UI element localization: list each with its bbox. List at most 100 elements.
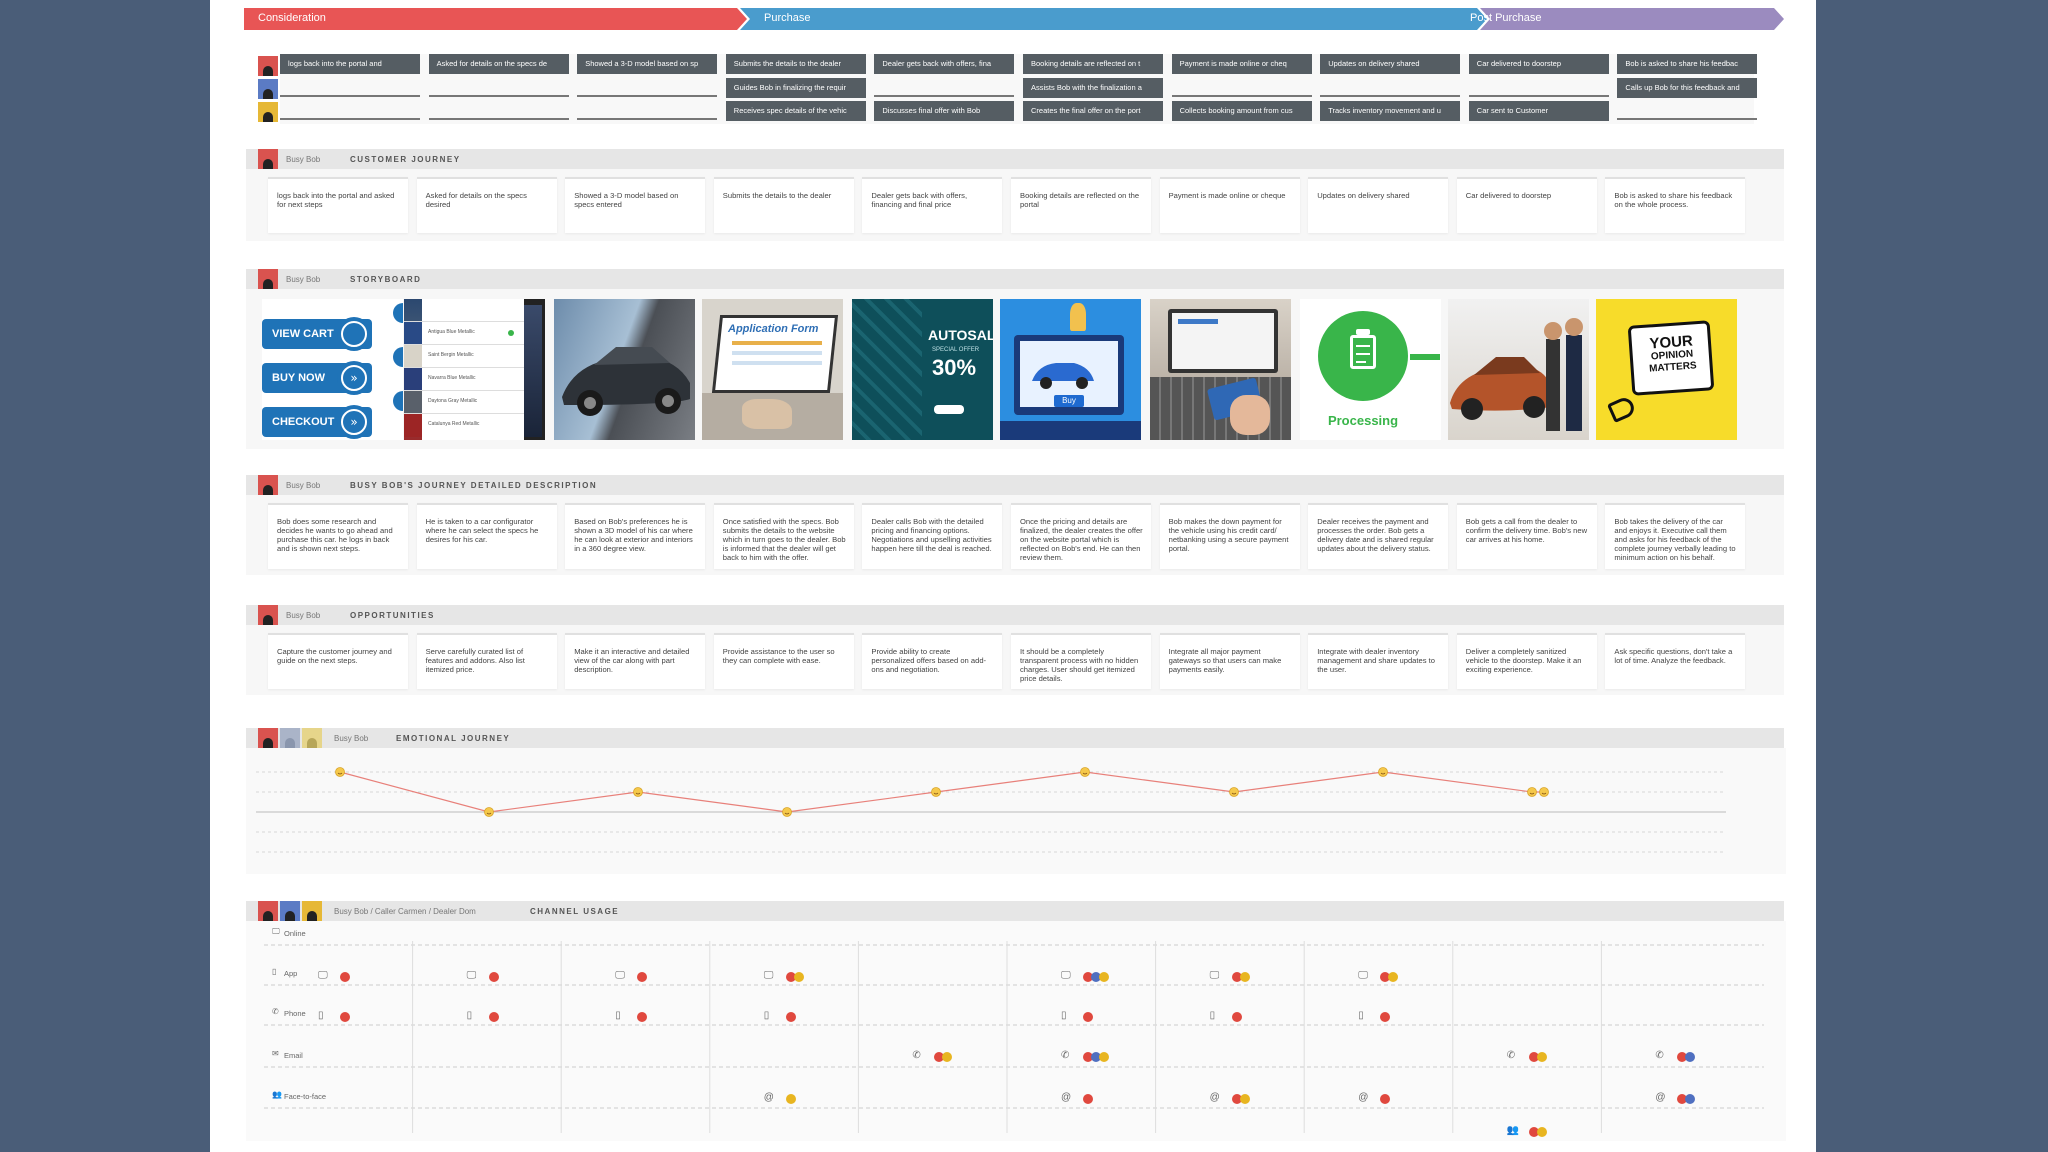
phase-purchase[interactable]: Purchase — [764, 12, 811, 24]
swimlane-empty-slot — [1468, 95, 1609, 97]
storyboard-paint-config: Antigua Blue Metallic Saint Bergin Metall… — [404, 299, 545, 440]
channel-row-label: Phone — [284, 1009, 306, 1018]
buy-button-label: Buy — [1054, 395, 1084, 407]
phone-app-icon: ▯ — [318, 1010, 324, 1021]
monitor-icon: 🖵 — [466, 970, 477, 981]
phone-app-icon: ▯ — [615, 1010, 621, 1021]
swimlane-card[interactable]: Guides Bob in finalizing the requir — [725, 78, 866, 98]
phase-post-purchase[interactable]: Post Purchase — [1470, 12, 1542, 24]
emoji-face-icon — [931, 787, 941, 797]
paint-swatch — [404, 368, 422, 391]
persona-dot — [1685, 1052, 1696, 1062]
emoji-face-icon — [335, 767, 345, 777]
swimlane-card[interactable]: Creates the final offer on the port — [1023, 101, 1163, 121]
swimlane-empty-slot — [577, 118, 718, 120]
opportunities-card: Provide assistance to the user so they c… — [713, 633, 854, 689]
swimlane-card[interactable]: Dealer gets back with offers, fina — [874, 54, 1015, 74]
persona-dot — [1380, 1094, 1391, 1104]
swimlane-card[interactable]: Discusses final offer with Bob — [874, 101, 1015, 121]
monitor-icon: 🖵 — [318, 970, 328, 981]
swimlane-card[interactable]: Assists Bob with the finalization a — [1023, 78, 1163, 98]
channel-row-label: Online — [284, 929, 306, 938]
handset-icon: ✆ — [1061, 1050, 1070, 1061]
persona-dot — [1528, 1127, 1539, 1137]
channel-row-label: Email — [284, 1051, 303, 1060]
paint-option[interactable]: Saint Bergin Metallic — [404, 344, 524, 368]
swimlane-card[interactable]: Tracks inventory movement and u — [1320, 101, 1461, 121]
detailed-card: Once the pricing and details are finaliz… — [1011, 503, 1151, 569]
swimlane-card[interactable]: Calls up Bob for this feedback and — [1617, 78, 1758, 98]
persona-dot — [1677, 1052, 1688, 1062]
application-form-title: Application Form — [728, 323, 819, 335]
persona-names: Busy Bob / Caller Carmen / Dealer Dom — [334, 907, 476, 916]
persona-dot — [1536, 1052, 1547, 1062]
swimlane-card[interactable]: Receives spec details of the vehic — [725, 101, 866, 121]
persona-dot — [1380, 1012, 1391, 1022]
storyboard-autosale: AUTOSALE SPECIAL OFFER 30% — [852, 299, 993, 440]
emoji-face-icon — [1080, 767, 1090, 777]
persona-dot — [1231, 1012, 1242, 1022]
people-icon: 👥 — [1506, 1125, 1520, 1136]
paint-option[interactable]: Antigua Blue Metallic — [404, 321, 524, 345]
swimlane-card[interactable]: Car delivered to doorstep — [1468, 54, 1609, 74]
paint-option[interactable]: Navarra Blue Metallic — [404, 367, 524, 391]
storyboard-header: Busy Bob STORYBOARD — [246, 269, 1784, 289]
opportunities-card: Integrate all major payment gateways so … — [1159, 633, 1300, 689]
persona-name: Busy Bob — [286, 481, 321, 490]
detailed-card: Dealer calls Bob with the detailed prici… — [862, 503, 1003, 569]
paint-name: Catalunya Red Metallic — [428, 421, 480, 427]
persona-dot — [1231, 972, 1242, 982]
swimlane-card[interactable]: Asked for details on the specs de — [428, 54, 569, 74]
opportunities-card: Provide ability to create personalized o… — [862, 633, 1003, 689]
opportunities-card: Deliver a completely sanitized vehicle t… — [1456, 633, 1597, 689]
persona-name: Busy Bob — [286, 155, 321, 164]
swimlane-card[interactable]: Payment is made online or cheq — [1171, 54, 1312, 74]
opportunities-header: Busy Bob OPPORTUNITIES — [246, 605, 1784, 625]
chart-bg — [246, 748, 1786, 874]
emoji-face-icon — [1527, 787, 1537, 797]
persona-dot — [637, 972, 648, 982]
persona-dot — [1083, 1012, 1093, 1022]
avatar-busy-bob — [258, 56, 278, 76]
swimlane-card[interactable]: logs back into the portal and — [280, 54, 420, 74]
paint-option[interactable]: Catalunya Red Metallic — [404, 413, 524, 437]
phase-consideration[interactable]: Consideration — [258, 12, 326, 24]
storyboard-car-3d — [554, 299, 695, 440]
persona-dot — [1231, 1094, 1242, 1104]
paint-option[interactable]: Daytona Gray Metallic — [404, 390, 524, 414]
swimlane-card[interactable]: Car sent to Customer — [1468, 101, 1609, 121]
detailed-card: Based on Bob's preferences he is shown a… — [565, 503, 706, 569]
emoji-mouth — [635, 792, 641, 795]
monitor-icon: 🖵 — [763, 970, 774, 981]
swimlane-card[interactable]: Submits the details to the dealer — [725, 54, 866, 74]
swimlane-card[interactable]: Updates on delivery shared — [1320, 54, 1461, 74]
channel-row-label: Face-to-face — [284, 1092, 327, 1101]
persona-dot — [1528, 1052, 1539, 1062]
swimlane-card[interactable]: Showed a 3-D model based on sp — [577, 54, 718, 74]
swimlane-card[interactable]: Bob is asked to share his feedbac — [1617, 54, 1758, 74]
detailed-card: Dealer receives the payment and processe… — [1308, 503, 1449, 569]
emoji-mouth — [933, 792, 939, 795]
selected-check — [508, 330, 514, 336]
checkout-label: CHECKOUT — [272, 416, 335, 428]
svg-text:»: » — [350, 415, 357, 429]
persona-dot — [1083, 1094, 1093, 1104]
processing-label: Processing — [1327, 413, 1399, 428]
autosale-percent: 30% — [932, 355, 977, 380]
channel-row-icon: ▯ — [272, 967, 277, 976]
avatar-dealer-dom — [258, 102, 278, 122]
monitor-icon: 🖵 — [615, 970, 625, 981]
swimlane-card[interactable]: Booking details are reflected on t — [1023, 54, 1163, 74]
swimlane-card[interactable]: Collects booking amount from cus — [1171, 101, 1312, 121]
emoji-face-icon — [1229, 787, 1239, 797]
emotion-line — [339, 771, 1544, 813]
emoji-face-icon — [1378, 767, 1388, 777]
buy-now-label: BUY NOW — [272, 372, 325, 384]
customer_journey-card: Car delivered to doorstep — [1456, 177, 1597, 233]
section-title: OPPORTUNITIES — [350, 611, 435, 620]
at-icon: @ — [1655, 1092, 1666, 1103]
storyboard-opinion-matters: YOUR OPINION MATTERS — [1596, 299, 1737, 440]
phone-app-icon: ▯ — [466, 1010, 473, 1021]
emoji-mouth — [1082, 772, 1088, 775]
grid-bg — [246, 921, 1786, 1141]
